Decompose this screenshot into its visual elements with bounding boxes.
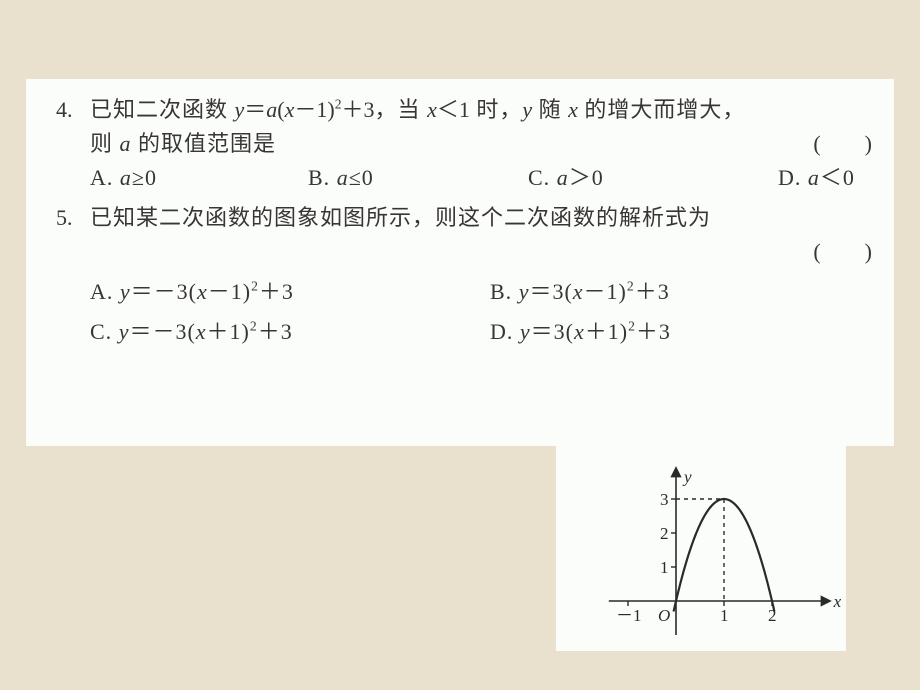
q4-stem-b: ，当 (375, 97, 428, 122)
q4-y: y (235, 97, 245, 122)
q5-options-row2: C. y＝－3(x＋1)2＋3 D. y＝3(x＋1)2＋3 (90, 315, 872, 349)
q5-opt-b-mid: ＝3( (529, 279, 572, 304)
parabola-chart: y x O －1 1 2 1 2 3 (556, 446, 846, 651)
q5-opt-b-end: ＋3 (635, 279, 670, 304)
q4-opt-a-rel: ≥0 (132, 165, 157, 190)
q5-opt-a-end: ＋3 (259, 279, 294, 304)
q4-opt-a: A. a≥0 (90, 161, 308, 195)
q5-opt-a-mid: ＝－3( (131, 279, 197, 304)
q4-sup: 2 (335, 97, 342, 112)
q4-p3: ＋3 (342, 97, 375, 122)
q5-stem: 已知某二次函数的图象如图所示，则这个二次函数的解析式为 (90, 201, 872, 235)
q4-stem-e: 的增大而增大， (578, 97, 746, 122)
q4-line2-text: 则 a 的取值范围是 (90, 131, 276, 156)
q4-opt-c-var: a (557, 165, 569, 190)
question-sheet: 4. 已知二次函数 y＝a(x－1)2＋3，当 x＜1 时，y 随 x 的增大而… (26, 79, 894, 446)
q4-stem-c: 时， (470, 97, 523, 122)
q4-opt-c-rel: ＞0 (569, 165, 604, 190)
q4-lt1: ＜1 (437, 97, 470, 122)
q5-opt-c-x: x (196, 319, 207, 344)
q5-opt-a-x: x (197, 279, 208, 304)
svg-text:－1: －1 (616, 606, 642, 625)
q4-eq: ＝ (244, 97, 266, 122)
q4-options: A. a≥0 B. a≤0 C. a＞0 D. a＜0 (90, 161, 872, 195)
q5-opt-b: B. y＝3(x－1)2＋3 (490, 275, 670, 309)
q4-line2: 则 a 的取值范围是 ( ) (90, 127, 872, 161)
q5-opt-c-mid2: ＋1) (207, 319, 250, 344)
parabola-svg: y x O －1 1 2 1 2 3 (556, 446, 846, 651)
q4-opt-c: C. a＞0 (528, 161, 778, 195)
q5-opt-a-y: y (120, 279, 131, 304)
q4-number: 4. (56, 93, 90, 127)
q4-opt-a-pre: A. (90, 165, 120, 190)
q5-opt-d-sup: 2 (628, 319, 636, 334)
svg-text:x: x (833, 592, 842, 611)
q5-opt-a-sup: 2 (251, 279, 259, 294)
q4-x3: x (568, 97, 578, 122)
svg-text:1: 1 (660, 558, 669, 577)
q4-x: x (285, 97, 295, 122)
q4-opt-b-rel: ≤0 (349, 165, 374, 190)
q5-opt-d-x: x (574, 319, 585, 344)
q5-opt-c-end: ＋3 (258, 319, 293, 344)
q4-opt-b-var: a (337, 165, 349, 190)
q4-opt-c-pre: C. (528, 165, 557, 190)
svg-text:y: y (682, 467, 692, 486)
q5-opt-d-mid2: ＋1) (585, 319, 628, 344)
q5-opt-b-x: x (573, 279, 584, 304)
q5-opt-a-pre: A. (90, 279, 120, 304)
q5-paren-row: ( ) (90, 235, 872, 269)
q5-opt-d: D. y＝3(x＋1)2＋3 (490, 315, 671, 349)
q5-opt-a-mid2: －1) (208, 279, 251, 304)
q5-opt-b-pre: B. (490, 279, 519, 304)
q5-opt-d-y: y (520, 319, 531, 344)
q4-opt-d-rel: ＜0 (820, 165, 855, 190)
q5-opt-b-mid2: －1) (584, 279, 627, 304)
q4-opt-d-pre: D. (778, 165, 808, 190)
q4-m1: －1) (294, 97, 334, 122)
q5-opt-c-sup: 2 (250, 319, 258, 334)
q4-a: a (266, 97, 277, 122)
svg-text:3: 3 (660, 490, 669, 509)
q4-paren: ( ) (813, 127, 872, 161)
q5-opt-b-sup: 2 (627, 279, 635, 294)
q5-paren: ( ) (813, 235, 872, 269)
q4-opt-b: B. a≤0 (308, 161, 528, 195)
svg-text:O: O (658, 606, 670, 625)
q4-x2: x (427, 97, 437, 122)
q4-opt-d-var: a (808, 165, 820, 190)
q4-stem-d: 随 (532, 97, 568, 122)
q4: 4. 已知二次函数 y＝a(x－1)2＋3，当 x＜1 时，y 随 x 的增大而… (56, 93, 872, 127)
q5-opt-d-pre: D. (490, 319, 520, 344)
q5-opt-c-pre: C. (90, 319, 119, 344)
q5-opt-c: C. y＝－3(x＋1)2＋3 (90, 315, 490, 349)
q4-opt-d: D. a＜0 (778, 161, 855, 195)
q5-options-row1: A. y＝－3(x－1)2＋3 B. y＝3(x－1)2＋3 (90, 275, 872, 309)
q5: 5. 已知某二次函数的图象如图所示，则这个二次函数的解析式为 (56, 201, 872, 235)
svg-text:2: 2 (768, 606, 777, 625)
q5-opt-d-end: ＋3 (636, 319, 671, 344)
svg-text:2: 2 (660, 524, 669, 543)
q4-stem-a: 已知二次函数 (90, 97, 235, 122)
q4-opt-a-var: a (120, 165, 132, 190)
q5-opt-d-mid: ＝3( (531, 319, 574, 344)
q5-number: 5. (56, 201, 90, 235)
q5-opt-c-mid: ＝－3( (129, 319, 195, 344)
q5-opt-c-y: y (119, 319, 130, 344)
q4-opt-b-pre: B. (308, 165, 337, 190)
q5-opt-b-y: y (519, 279, 530, 304)
q4-lp: ( (277, 97, 284, 122)
svg-text:1: 1 (720, 606, 729, 625)
q4-y2: y (522, 97, 532, 122)
q5-opt-a: A. y＝－3(x－1)2＋3 (90, 275, 490, 309)
q4-body: 已知二次函数 y＝a(x－1)2＋3，当 x＜1 时，y 随 x 的增大而增大， (90, 93, 872, 127)
